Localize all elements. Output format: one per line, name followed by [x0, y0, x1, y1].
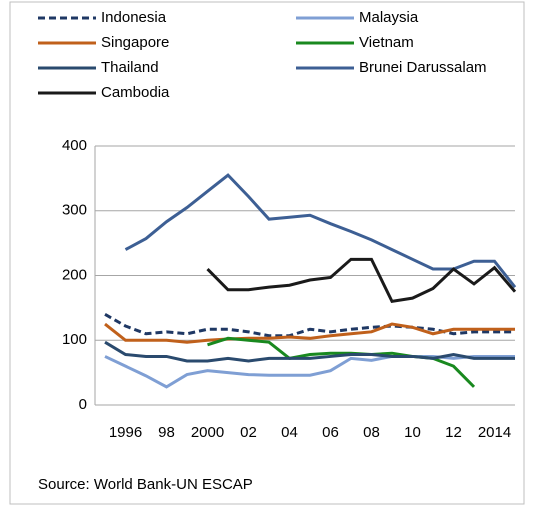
legend-label: Thailand: [101, 59, 159, 76]
x-tick-label: 98: [158, 424, 175, 441]
x-tick-label: 02: [240, 424, 257, 441]
x-tick-label: 08: [363, 424, 380, 441]
legend-label: Cambodia: [101, 84, 170, 101]
x-tick-label: 2000: [191, 424, 224, 441]
series-line: [104, 322, 515, 344]
source-note: Source: World Bank-UN ESCAP: [38, 476, 253, 493]
x-tick-label: 1996: [109, 424, 142, 441]
chart-frame: [9, 1, 525, 505]
series-line: [104, 313, 515, 338]
x-tick-label: 12: [445, 424, 462, 441]
y-tick-label: 300: [62, 202, 87, 219]
x-tick-label: 06: [322, 424, 339, 441]
series-line: [104, 340, 515, 363]
y-tick-label: 100: [62, 331, 87, 348]
legend-label: Indonesia: [101, 9, 167, 26]
legend-label: Malaysia: [359, 9, 419, 26]
series-line: [206, 257, 517, 304]
y-tick-label: 400: [62, 137, 87, 154]
legend-label: Vietnam: [359, 34, 414, 51]
x-tick-label: 10: [404, 424, 421, 441]
legend-label: Singapore: [101, 34, 169, 51]
y-tick-label: 200: [62, 266, 87, 283]
series-line: [104, 354, 515, 389]
series-line: [124, 173, 517, 289]
x-tick-label: 2014: [478, 424, 511, 441]
legend-label: Brunei Darussalam: [359, 59, 487, 76]
x-tick-label: 04: [281, 424, 298, 441]
y-tick-label: 0: [79, 396, 87, 413]
